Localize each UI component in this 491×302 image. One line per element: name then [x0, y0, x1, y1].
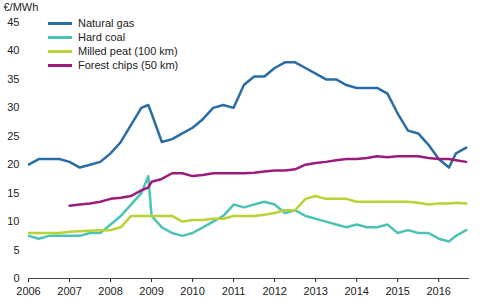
svg-text:0: 0	[13, 272, 19, 284]
svg-text:€/MWh: €/MWh	[4, 1, 39, 13]
html-text:Hard coal: Hard coal	[78, 31, 126, 43]
svg-text:2011: 2011	[222, 285, 246, 297]
html-text:Forest chips (50 km): Forest chips (50 km)	[78, 59, 179, 71]
svg-text:45: 45	[7, 16, 19, 28]
svg-text:2013: 2013	[303, 285, 327, 297]
svg-text:2007: 2007	[57, 285, 81, 297]
svg-text:25: 25	[7, 130, 19, 142]
svg-text:2012: 2012	[262, 285, 286, 297]
svg-text:5: 5	[13, 244, 19, 256]
svg-text:10: 10	[7, 215, 19, 227]
svg-text:2010: 2010	[180, 285, 204, 297]
svg-text:2015: 2015	[385, 285, 409, 297]
svg-text:30: 30	[7, 101, 19, 113]
svg-text:20: 20	[7, 158, 19, 170]
svg-text:35: 35	[7, 73, 19, 85]
svg-text:2014: 2014	[344, 285, 368, 297]
svg-text:15: 15	[7, 187, 19, 199]
svg-text:2008: 2008	[98, 285, 122, 297]
svg-text:2006: 2006	[16, 285, 40, 297]
html-text:Milled peat (100 km): Milled peat (100 km)	[78, 45, 178, 57]
svg-text:40: 40	[7, 44, 19, 56]
svg-text:2009: 2009	[139, 285, 163, 297]
svg-text:2016: 2016	[426, 285, 450, 297]
html-text:Natural gas: Natural gas	[78, 17, 135, 29]
